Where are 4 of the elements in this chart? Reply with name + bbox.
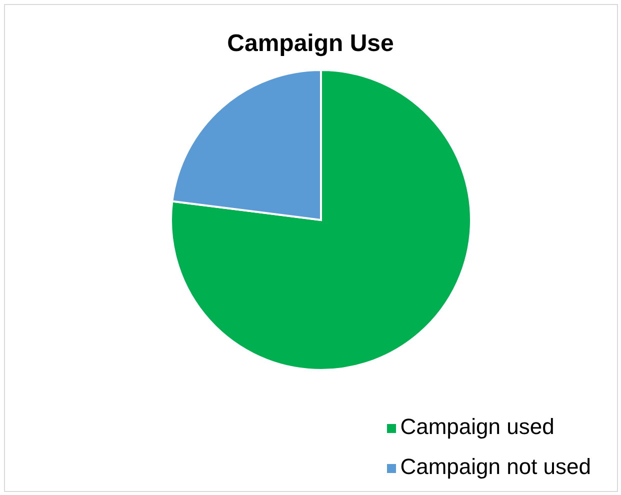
pie-slice bbox=[170, 69, 472, 371]
legend-label: Campaign used bbox=[400, 414, 554, 439]
legend-label: Campaign not used bbox=[400, 454, 591, 479]
chart-title: Campaign Use bbox=[226, 30, 395, 58]
